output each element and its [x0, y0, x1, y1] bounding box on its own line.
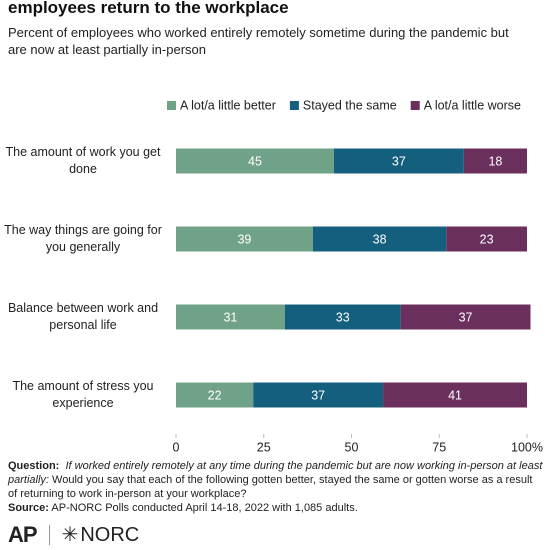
x-tick-label: 0 — [173, 440, 180, 454]
question-italic: If worked entirely remotely at any time … — [8, 460, 543, 486]
x-tick-label: 75 — [432, 440, 446, 454]
value-label: 41 — [448, 388, 462, 402]
bar-segment — [333, 148, 464, 174]
logo-divider — [48, 525, 50, 545]
logo-norc-mark: ✳ — [61, 524, 79, 546]
question-label: Question: — [8, 460, 60, 472]
bar-segment — [400, 304, 531, 330]
value-label: 39 — [237, 232, 251, 246]
chart-title: employees return to the workplace — [8, 0, 289, 17]
value-label: 23 — [480, 232, 494, 246]
x-tick-label: 25 — [257, 440, 271, 454]
category-label: The amount of stress you experience — [12, 379, 154, 410]
value-label: 38 — [373, 232, 387, 246]
source-label: Source: — [8, 502, 49, 514]
bar-segment — [383, 382, 527, 408]
bar-segment — [253, 382, 384, 408]
value-label: 37 — [459, 310, 473, 324]
legend-swatch — [410, 101, 420, 110]
x-tick-label: 100% — [511, 440, 543, 454]
source-text: AP-NORC Polls conducted April 14-18, 202… — [51, 502, 358, 514]
value-label: 31 — [223, 310, 237, 324]
value-label: 37 — [392, 154, 406, 168]
bar-segment — [176, 382, 254, 408]
footer: Question: If worked entirely remotely at… — [8, 459, 544, 547]
bar-segment — [463, 148, 527, 174]
legend-swatch — [289, 101, 299, 110]
logo-ap: AP — [8, 522, 38, 547]
logo-norc: NORC — [80, 524, 140, 546]
bar-segment — [446, 226, 527, 252]
question-text: Would you say that each of the following… — [8, 474, 533, 500]
category-label: Balance between work and personal life — [7, 301, 159, 332]
legend-label: Stayed the same — [303, 98, 397, 112]
logos: AP ✳ NORC — [8, 522, 544, 547]
category-label: The amount of work you get done — [5, 145, 161, 176]
bar-segment — [176, 226, 313, 252]
value-label: 33 — [336, 310, 350, 324]
value-label: 18 — [488, 154, 502, 168]
category-label: The way things are going for you general… — [4, 223, 162, 254]
legend-label: A lot/a little better — [180, 98, 276, 112]
x-tick-label: 50 — [345, 440, 359, 454]
bar-segment — [176, 304, 285, 330]
source: Source: AP-NORC Polls conducted April 14… — [8, 501, 544, 515]
legend-swatch — [167, 101, 176, 110]
value-label: 37 — [311, 388, 325, 402]
value-label: 22 — [208, 388, 222, 402]
legend-label: A lot/a little worse — [424, 98, 521, 112]
chart-subtitle: Percent of employees who worked entirely… — [8, 25, 509, 57]
question: Question: If worked entirely remotely at… — [8, 459, 544, 501]
bar-segment — [284, 304, 401, 330]
bar-segment — [176, 148, 334, 174]
value-label: 45 — [248, 154, 262, 168]
bar-segment — [312, 226, 447, 252]
